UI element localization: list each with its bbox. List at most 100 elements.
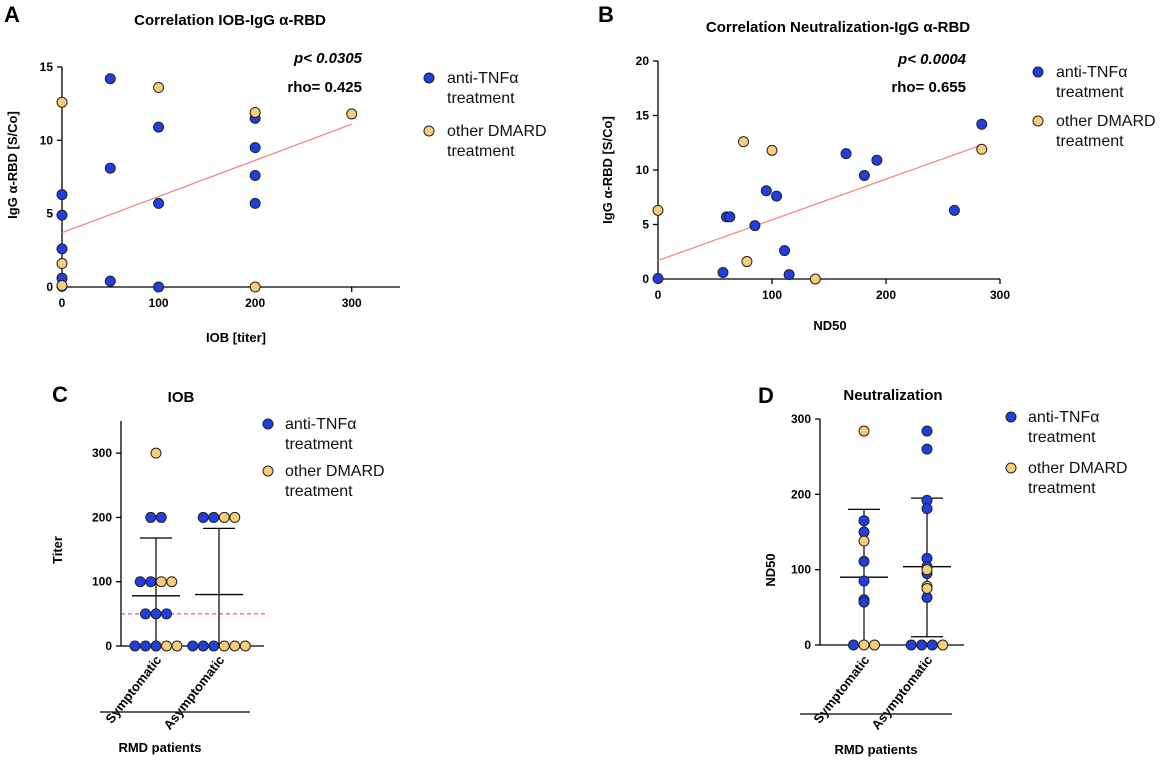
- panel-c-group-label: RMD patients: [118, 740, 201, 755]
- data-point-anti-tnf: [104, 162, 116, 174]
- data-point-anti-tnf: [197, 640, 209, 652]
- data-point-anti-tnf: [134, 576, 146, 588]
- data-point-anti-tnf: [858, 169, 870, 181]
- data-point-anti-tnf: [104, 73, 116, 85]
- panel-letter-a: A: [4, 2, 20, 27]
- legend-anti-marker: [423, 72, 435, 84]
- y-tick-label: 0: [105, 639, 112, 653]
- legend-anti-label-line1: anti-TNFα: [447, 70, 518, 87]
- data-point-other-dmard: [346, 108, 358, 120]
- y-tick-label: 15: [636, 109, 650, 123]
- panel-c-ylabel: Titer: [50, 536, 65, 564]
- panel-a-title: Correlation IOB-IgG α-RBD: [134, 12, 326, 29]
- data-point-other-dmard: [858, 425, 870, 437]
- data-point-other-dmard: [56, 258, 68, 270]
- data-point-anti-tnf: [921, 425, 933, 437]
- data-point-anti-tnf: [161, 608, 172, 620]
- data-point-other-dmard: [858, 535, 870, 547]
- panel-d-title: Neutralization: [843, 387, 942, 404]
- y-tick-label: 10: [636, 163, 650, 177]
- legend-anti-label-line1: anti-TNFα: [1028, 409, 1099, 426]
- data-point-other-dmard: [937, 639, 949, 651]
- panel-b-xlabel: ND50: [813, 318, 846, 333]
- legend-other-marker: [1032, 115, 1044, 127]
- y-tick-label: 5: [46, 207, 53, 221]
- data-point-anti-tnf: [858, 515, 870, 527]
- data-point-other-dmard: [921, 583, 933, 594]
- y-tick-label: 20: [636, 54, 650, 68]
- data-point-anti-tnf: [208, 511, 220, 523]
- data-point-other-dmard: [229, 640, 241, 652]
- data-point-other-dmard: [766, 144, 778, 156]
- data-point-anti-tnf: [905, 639, 917, 651]
- y-tick-label: 0: [46, 280, 53, 294]
- legend-other-label-line2: treatment: [285, 483, 353, 500]
- y-tick-label: 300: [791, 412, 811, 426]
- regression-line: [657, 144, 982, 262]
- y-tick-label: 10: [40, 133, 54, 147]
- category-label: Asymptomatic: [868, 653, 935, 733]
- data-point-other-dmard: [150, 447, 162, 459]
- data-point-anti-tnf: [249, 170, 261, 182]
- panel-a-rho: rho= 0.425: [287, 79, 362, 96]
- panel-d-ylabel: ND50: [763, 553, 778, 586]
- x-tick-label: 0: [59, 296, 66, 310]
- data-point-other-dmard: [738, 136, 749, 148]
- data-point-anti-tnf: [56, 243, 68, 255]
- panel-b-legend: anti-TNFα treatment other DMARD treatmen…: [1032, 64, 1156, 150]
- legend-other-marker: [423, 125, 435, 137]
- panel-d: D Neutralization ND50 anti-TNFα treatmen…: [758, 383, 1128, 757]
- data-point-anti-tnf: [153, 281, 165, 293]
- data-point-anti-tnf: [724, 211, 736, 223]
- data-point-anti-tnf: [840, 148, 852, 160]
- data-point-other-dmard: [976, 143, 988, 155]
- legend-other-marker: [262, 465, 274, 477]
- legend-anti-label-line1: anti-TNFα: [285, 416, 356, 433]
- y-tick-label: 0: [642, 272, 649, 286]
- data-point-anti-tnf: [760, 185, 772, 197]
- data-point-anti-tnf: [779, 245, 791, 257]
- data-point-other-dmard: [249, 281, 261, 293]
- data-point-anti-tnf: [145, 511, 157, 523]
- legend-other-label-line2: treatment: [1056, 133, 1124, 150]
- data-point-anti-tnf: [150, 640, 162, 652]
- data-point-anti-tnf: [749, 220, 761, 232]
- y-tick-label: 5: [642, 218, 649, 232]
- data-point-other-dmard: [652, 204, 664, 216]
- data-point-other-dmard: [218, 511, 230, 523]
- legend-other-marker: [1005, 462, 1017, 474]
- data-point-anti-tnf: [145, 576, 157, 588]
- data-point-anti-tnf: [848, 639, 859, 651]
- data-point-anti-tnf: [208, 640, 220, 652]
- x-tick-label: 300: [342, 296, 362, 310]
- legend-other-label-line1: other DMARD: [1028, 460, 1128, 477]
- panel-a: A Correlation IOB-IgG α-RBD IgG α-RBD [S…: [4, 2, 547, 345]
- data-point-other-dmard: [809, 273, 821, 285]
- panel-b-pvalue: p< 0.0004: [897, 51, 967, 68]
- data-point-anti-tnf: [249, 197, 261, 209]
- y-tick-label: 100: [791, 563, 811, 577]
- data-point-anti-tnf: [153, 121, 165, 133]
- panel-b-ylabel: IgG α-RBD [S/Co]: [600, 116, 615, 224]
- data-point-anti-tnf: [858, 575, 870, 587]
- data-point-other-dmard: [741, 256, 753, 268]
- data-point-other-dmard: [161, 640, 172, 652]
- panel-a-pvalue: p< 0.0305: [293, 50, 363, 67]
- data-point-anti-tnf: [652, 272, 664, 284]
- data-point-anti-tnf: [187, 640, 199, 652]
- panel-d-legend: anti-TNFα treatment other DMARD treatmen…: [1005, 409, 1128, 497]
- data-point-other-dmard: [155, 576, 167, 588]
- panel-a-plot: 0 5 10 15 0 100 200 300: [40, 60, 400, 310]
- panel-b-title: Correlation Neutralization-IgG α-RBD: [706, 19, 970, 36]
- legend-anti-label-line2: treatment: [447, 90, 515, 107]
- data-point-anti-tnf: [976, 118, 988, 130]
- data-point-anti-tnf: [197, 511, 209, 523]
- legend-other-label-line2: treatment: [447, 143, 515, 160]
- data-point-anti-tnf: [916, 639, 928, 651]
- data-point-other-dmard: [166, 576, 178, 588]
- data-point-anti-tnf: [56, 189, 68, 201]
- panel-d-group-label: RMD patients: [834, 742, 917, 757]
- panel-b-rho: rho= 0.655: [891, 79, 966, 96]
